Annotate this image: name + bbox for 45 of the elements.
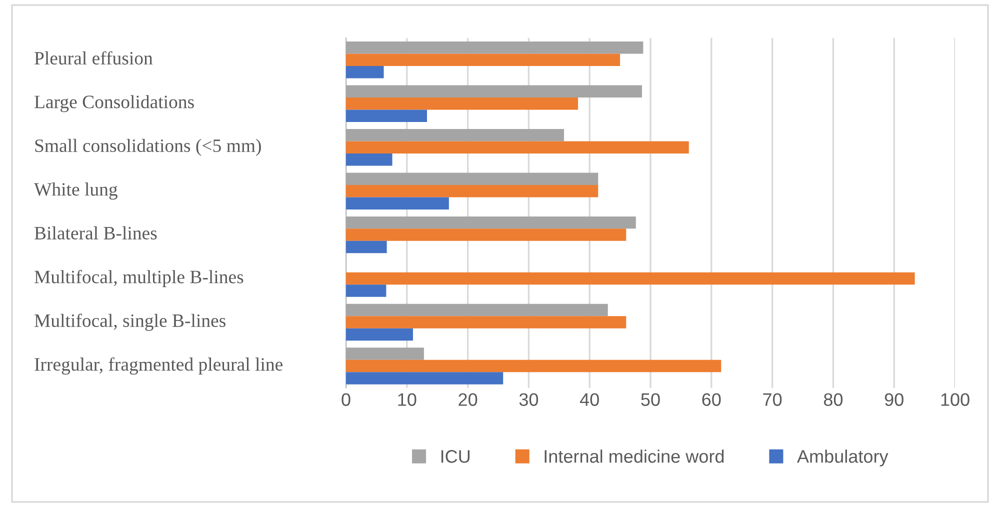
bar: [346, 184, 598, 198]
bar: [346, 153, 392, 166]
bar: [346, 54, 620, 66]
x-tick-label: 60: [702, 393, 721, 406]
bar: [346, 42, 644, 54]
x-tick-label: 40: [580, 393, 599, 406]
bar: [346, 172, 598, 185]
bar: [346, 304, 608, 316]
x-tick-label: 10: [398, 393, 416, 406]
x-tick-label: 20: [458, 393, 478, 406]
bar: [346, 197, 449, 210]
y-tick-label: Multifocal, single B-lines: [34, 314, 226, 331]
y-tick-label: Large Consolidations: [34, 95, 194, 112]
legend-label: Internal medicine word: [544, 450, 724, 463]
x-tick-label: 90: [884, 393, 904, 406]
bar: [346, 110, 427, 122]
bar: [346, 97, 578, 110]
bar: [346, 141, 689, 154]
bar: [346, 284, 386, 297]
x-tick-label: 80: [824, 393, 843, 406]
x-tick-label: 100: [941, 393, 970, 406]
bar: [346, 328, 413, 341]
bar: [346, 216, 636, 229]
legend-label: Ambulatory: [797, 450, 888, 466]
y-tick-label: Pleural effusion: [34, 51, 153, 65]
y-tick-label: White lung: [34, 182, 118, 200]
x-tick-label: 0: [342, 393, 350, 406]
y-tick-label: Bilateral B-lines: [34, 226, 157, 240]
y-tick-label: Irregular, fragmented pleural line: [34, 357, 282, 375]
bar: [346, 348, 424, 360]
x-tick-label: 50: [641, 393, 660, 406]
bar: [346, 66, 384, 78]
bar: [346, 85, 642, 98]
bar: [346, 272, 915, 285]
x-tick-label: 70: [763, 393, 782, 406]
y-tick-label: Multifocal, multiple B-lines: [34, 270, 244, 288]
legend-label: ICU: [441, 450, 470, 463]
bar: [346, 316, 626, 328]
bar: [346, 360, 722, 372]
bar: [346, 228, 626, 241]
y-tick-label: Small consolidations (<5 mm): [35, 138, 261, 156]
bar: [346, 128, 564, 142]
x-tick-label: 30: [519, 393, 538, 406]
bar: [346, 372, 504, 384]
bar: [346, 240, 387, 254]
